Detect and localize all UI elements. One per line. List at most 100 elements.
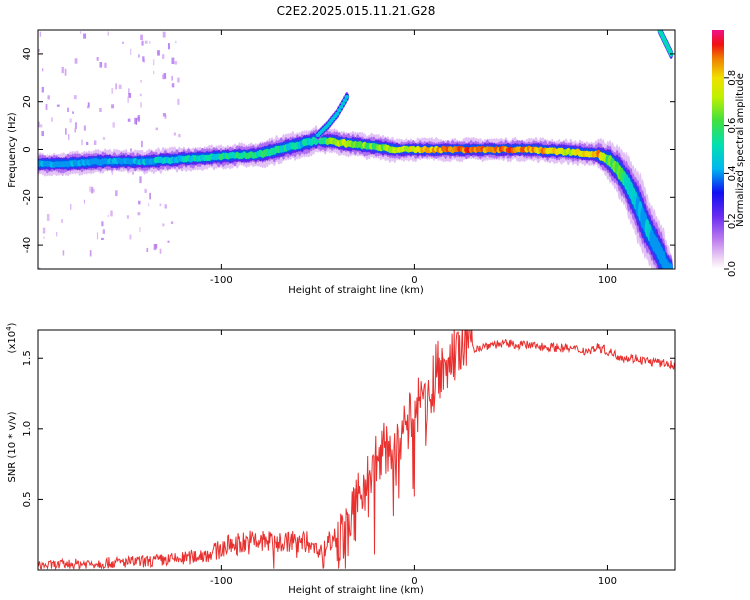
top-y-axis-label: Frequency (Hz) [7, 112, 18, 188]
noise-speck [73, 95, 77, 100]
noise-speck [101, 237, 104, 240]
noise-speck [99, 108, 102, 112]
noise-speck [101, 221, 104, 227]
noise-speck [130, 48, 132, 56]
noise-speck [149, 41, 151, 44]
noise-speck [155, 127, 158, 131]
noise-speck [167, 240, 170, 243]
noise-speck [96, 57, 99, 61]
noise-speck [42, 68, 44, 72]
spectrogram-panel: -100 0 100 -40 -20 0 20 40 Height of straight … [7, 29, 676, 296]
noise-speck [163, 74, 165, 80]
noise-speck [140, 102, 142, 108]
branch-cell [344, 94, 349, 99]
noise-speck [148, 203, 150, 207]
noise-speck [45, 103, 48, 110]
ridge-cell [668, 263, 673, 269]
top-x-tick-label: 0 [411, 275, 417, 286]
noise-speck [70, 203, 72, 210]
noise-speck [137, 212, 141, 216]
branch-cell [336, 108, 342, 113]
noise-speck [89, 186, 91, 192]
colorbar-tick-label: 0.4 [727, 165, 738, 181]
noise-speck [139, 176, 142, 184]
noise-speck [102, 229, 105, 234]
noise-speck [93, 140, 97, 145]
noise-speck [177, 98, 180, 105]
noise-speck [110, 210, 113, 217]
noise-speck [64, 68, 67, 76]
noise-speck [142, 56, 145, 62]
noise-speck [42, 227, 46, 234]
noise-speck [38, 48, 40, 52]
colorbar-tick-label: 0.6 [727, 118, 738, 134]
noise-speck [170, 221, 174, 224]
noise-speck [87, 102, 90, 107]
noise-speck [146, 248, 149, 252]
noise-speck [164, 115, 167, 119]
noise-speck [171, 76, 173, 81]
branch-cell [340, 101, 346, 106]
noise-speck [62, 172, 64, 176]
noise-speck [173, 132, 176, 136]
noise-speck [164, 204, 167, 209]
noise-speck [127, 118, 131, 122]
noise-speck [168, 43, 170, 50]
chart-title: C2E2.2025.015.11.21.G28 [277, 4, 436, 18]
y-scale-base: (x10 [7, 331, 18, 354]
noise-speck [96, 232, 99, 240]
bottom-x-tick-label: 100 [598, 576, 617, 587]
noise-speck [177, 77, 180, 83]
colorbar-tick-label: 0.2 [727, 213, 738, 229]
y-scale-exponent: 4 [5, 326, 13, 331]
noise-speck [69, 118, 72, 123]
noise-speck [139, 227, 141, 233]
noise-speck [115, 83, 117, 90]
noise-speck [99, 62, 103, 68]
bottom-y-tick-label: 1.0 [22, 421, 33, 437]
bottom-x-axis-label: Height of straight line (km) [288, 585, 424, 596]
top-y-tick-label: 40 [22, 48, 33, 61]
noise-speck [144, 40, 148, 44]
noise-speck [178, 133, 181, 138]
noise-speck [115, 190, 118, 197]
noise-speck [128, 88, 130, 95]
top-x-tick-label: -100 [210, 275, 233, 286]
noise-speck [157, 50, 160, 56]
noise-speck [118, 84, 122, 89]
noise-speck [141, 140, 143, 148]
noise-speck [122, 41, 124, 44]
noise-speck [61, 67, 64, 74]
noise-speck [47, 95, 50, 100]
noise-speck [174, 61, 178, 65]
noise-speck [153, 70, 155, 75]
noise-speck [107, 31, 109, 36]
noise-speck [154, 244, 158, 249]
noise-speck [39, 31, 42, 37]
noise-speck [46, 214, 50, 221]
top-y-tick-label: 0 [22, 146, 33, 152]
branch-cell [342, 98, 348, 103]
noise-speck [56, 104, 60, 107]
noise-speck [43, 236, 45, 239]
top-y-tick-label: -40 [22, 237, 33, 253]
top-y-tick-label: -20 [22, 189, 33, 205]
snr-panel: -100 0 100 0.5 1.0 1.5 Height of straight li… [5, 322, 676, 596]
top-x-tick-label: 100 [598, 275, 617, 286]
noise-speck [65, 128, 67, 135]
noise-speck [127, 96, 129, 103]
noise-speck [38, 121, 40, 128]
noise-speck [86, 105, 90, 109]
noise-speck [126, 215, 129, 219]
noise-speck [41, 86, 44, 93]
branch-cell [338, 105, 344, 109]
noise-speck [61, 219, 63, 223]
noise-speck [104, 62, 107, 68]
top-y-tick-label: 20 [22, 95, 33, 108]
noise-speck [131, 172, 135, 175]
noise-speck [86, 141, 89, 146]
y-scale-factor: (x104) [5, 322, 18, 353]
noise-speck [159, 203, 162, 207]
noise-speck [137, 115, 140, 122]
